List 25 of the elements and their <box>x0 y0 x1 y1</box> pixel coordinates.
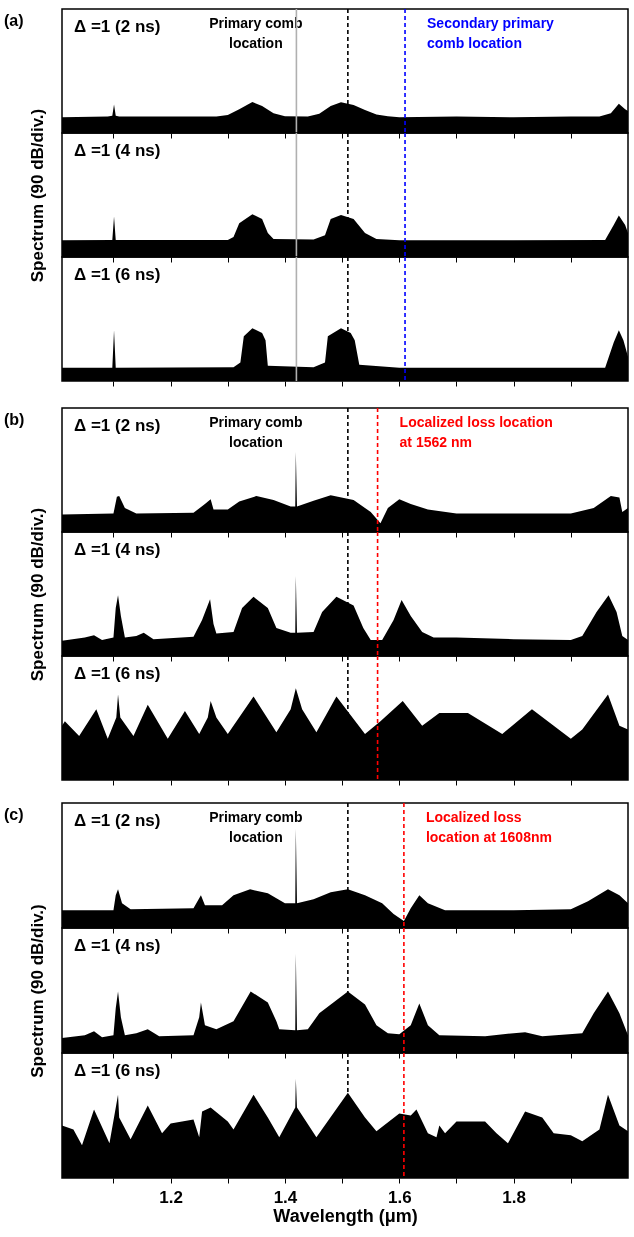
ref-line-label: Localized loss location at 1608nm <box>425 809 552 845</box>
y-axis-title: Spectrum (90 dB/div.) <box>27 904 47 1078</box>
text: Δ =1 (4 ns) <box>74 141 161 160</box>
x-axis-title: Wavelength (μm) <box>273 1205 418 1226</box>
ref-line-label: Localized loss location at 1562 nm <box>399 414 553 450</box>
text: Δ =1 (2 ns) <box>74 17 161 36</box>
annotation: Δ =1 (6 ns) <box>74 1061 161 1080</box>
ref-line-label: Secondary primary comb location <box>427 15 555 51</box>
text: (a) <box>4 12 24 29</box>
text: Δ =1 (4 ns) <box>74 540 161 559</box>
text: Δ =1 (2 ns) <box>74 416 161 435</box>
y-axis-title: Spectrum (90 dB/div.) <box>27 108 47 283</box>
x-tick-label: 1.6 <box>387 1187 412 1207</box>
x-tick-label: 1.4 <box>273 1187 298 1207</box>
annotation: Δ =1 (4 ns) <box>74 936 161 955</box>
text: Δ =1 (6 ns) <box>74 265 161 284</box>
text: (c) <box>4 806 24 823</box>
x-tick-label: 1.2 <box>159 1187 183 1207</box>
x-tick-label: 1.8 <box>502 1187 526 1207</box>
ref-line-label: Primary comb location <box>209 414 303 450</box>
annotation: Δ =1 (2 ns) <box>74 811 161 830</box>
y-axis-title: Spectrum (90 dB/div.) <box>27 507 47 682</box>
text: (b) <box>4 411 25 428</box>
text: Δ =1 (6 ns) <box>74 664 161 683</box>
ref-line-label: Primary comb location <box>209 809 303 845</box>
